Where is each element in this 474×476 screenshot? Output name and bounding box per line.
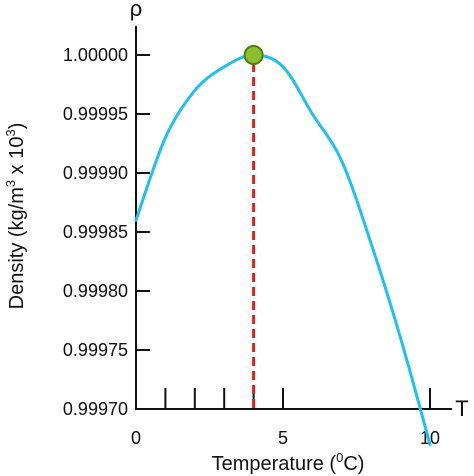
x-axis-label-main: Temperature ( [212, 453, 337, 475]
y-tick-label: 0.99995 [63, 104, 128, 124]
x-axis-label: Temperature (0C) [212, 450, 365, 475]
x-tick-label: 0 [131, 428, 141, 448]
y-axis-label-main: Density (kg/m [6, 187, 28, 309]
y-ticks-group: 1.00000 0.99995 0.99990 0.99985 0.99980 0.999… [63, 45, 150, 419]
y-axis-label-superscript-2: 3 [3, 129, 18, 136]
x-axis-label-tail: C) [343, 453, 364, 475]
y-tick-label: 0.99975 [63, 340, 128, 360]
x-axis-symbol: T [455, 396, 468, 421]
y-tick-label: 0.99970 [63, 399, 128, 419]
y-axis-label-middle: x 10 [6, 137, 28, 180]
y-axis-label: Density (kg/m3 x 103) [3, 123, 28, 310]
y-tick-label: 0.99985 [63, 222, 128, 242]
x-minor-ticks-group [164, 388, 431, 409]
y-axis-label-superscript-1: 3 [3, 180, 18, 187]
x-ticks-group: 0 5 10 [131, 428, 440, 448]
y-axis-label-tail: ) [6, 123, 28, 130]
max-density-point [243, 45, 264, 65]
x-tick-label: 10 [420, 428, 440, 448]
y-tick-label: 0.99990 [63, 163, 128, 183]
density-curve [134, 53, 432, 446]
x-axis-label-superscript: 0 [336, 450, 343, 465]
x-tick-label: 5 [278, 428, 288, 448]
y-tick-label: 1.00000 [63, 45, 128, 65]
y-tick-label: 0.99980 [63, 281, 128, 301]
y-axis-symbol: ρ [130, 0, 143, 21]
